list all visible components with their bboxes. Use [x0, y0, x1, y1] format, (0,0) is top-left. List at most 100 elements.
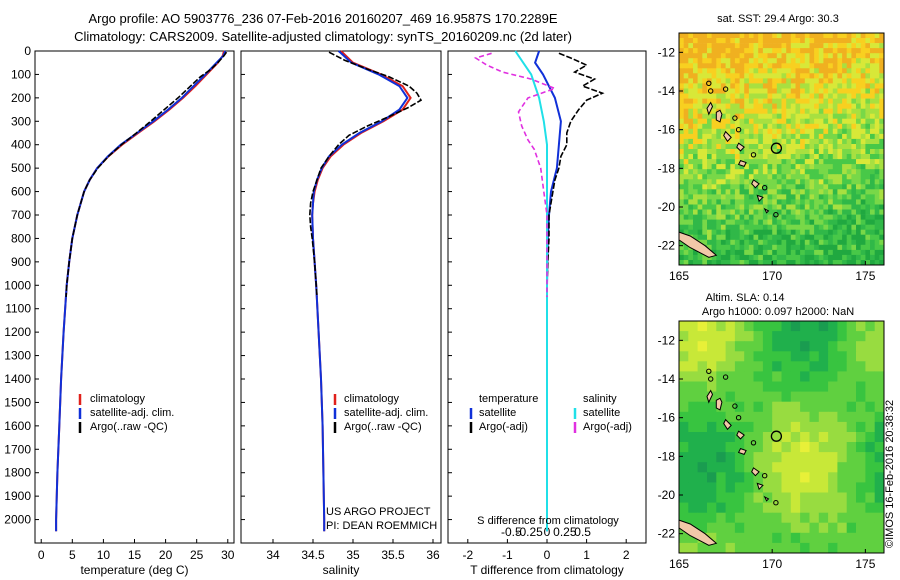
sst-map-cell	[730, 260, 736, 266]
sst-map-cell	[734, 184, 740, 190]
sst-map-cell	[800, 164, 806, 170]
sst-map-cell	[679, 43, 685, 49]
sst-map-cell	[879, 133, 885, 140]
sla-map-cell	[734, 492, 745, 503]
sla-map-cell	[744, 512, 754, 524]
sst-map-cell	[828, 194, 834, 200]
sst-map-cell	[879, 108, 885, 115]
sst-map-cell	[693, 118, 699, 125]
sla-map-cell	[716, 341, 726, 352]
sla-map-cell	[828, 432, 838, 443]
sst-map-cell	[837, 98, 843, 104]
sst-map-cell	[870, 118, 876, 125]
sst-map-cell	[772, 78, 778, 84]
sla-map-cell	[744, 391, 754, 403]
sst-map-cell	[795, 189, 801, 195]
difference-s-tick-label: 0.25	[553, 525, 577, 539]
sst-map-cell	[865, 260, 871, 266]
sst-map-cell	[823, 144, 829, 150]
sst-map-xtick-label: 165	[669, 269, 689, 283]
sst-map-cell	[851, 204, 857, 210]
difference-panel: -2 -1 0 1 2T difference from climatology-0.5…	[447, 50, 647, 577]
sst-map-cell	[814, 164, 820, 170]
sst-map-cell	[874, 33, 880, 39]
sst-map-cell	[870, 249, 876, 256]
sla-map-cell	[744, 361, 754, 372]
sst-map-cell	[702, 108, 708, 115]
sla-map-cell	[800, 331, 810, 342]
sst-map-cell	[874, 58, 880, 64]
sst-map-cell	[786, 234, 792, 241]
sst-map-cell	[679, 73, 685, 79]
sst-map-cell	[725, 38, 731, 44]
sal-legend-climatology: climatology	[344, 393, 400, 405]
sla-map-cell	[716, 522, 726, 534]
sst-map-cell	[818, 144, 824, 150]
sst-map-cell	[879, 219, 885, 225]
sla-map-cell	[818, 321, 829, 332]
sst-map-cell	[814, 219, 820, 225]
sst-map-cell	[716, 234, 722, 241]
sst-map-cell	[776, 88, 782, 94]
sst-map-cell	[720, 58, 726, 64]
sst-map-cell	[697, 128, 703, 135]
sla-map-cell	[781, 381, 792, 392]
sst-map-cell	[767, 133, 773, 140]
sla-map-cell	[874, 512, 885, 524]
sst-map-cell	[711, 169, 717, 175]
sst-map-cell	[730, 93, 736, 99]
sst-map-cell	[800, 229, 806, 236]
sst-map-cell	[744, 98, 750, 104]
sst-map-cell	[758, 184, 764, 190]
sst-map-cell	[846, 123, 852, 130]
sst-map-cell	[767, 93, 773, 99]
sst-map-cell	[688, 83, 694, 89]
sla-map-cell	[697, 442, 708, 453]
sla-map-cell	[828, 472, 838, 483]
sst-map-cell	[730, 98, 736, 104]
sst-map-cell	[720, 164, 726, 170]
sst-map-cell	[679, 249, 685, 256]
temperature-xlabel: temperature (deg C)	[80, 563, 188, 577]
sst-map-cell	[711, 224, 717, 231]
sst-map-cell	[748, 249, 754, 256]
sst-map-cell	[679, 159, 685, 165]
sla-map-cell	[790, 442, 801, 453]
sst-map-cell	[874, 133, 880, 140]
sst-map-cell	[860, 224, 866, 231]
sst-map-cell	[879, 234, 885, 241]
sst-map-cell	[795, 43, 801, 49]
sst-map-cell	[823, 214, 829, 220]
sst-map-cell	[800, 199, 806, 205]
sst-map-cell	[730, 184, 736, 190]
sst-map-cell	[851, 234, 857, 241]
sst-map-cell	[739, 53, 745, 59]
sla-map-cell	[790, 512, 801, 524]
sla-map-cell	[846, 482, 857, 493]
sst-map-cell	[716, 184, 722, 190]
sst-map-cell	[790, 108, 796, 115]
sst-map-cell	[870, 219, 876, 225]
sla-map-cell	[679, 432, 689, 443]
sst-map-cell	[786, 144, 792, 150]
sst-map-cell	[744, 169, 750, 175]
sst-map-cell	[758, 93, 764, 99]
sst-map-cell	[790, 169, 796, 175]
sst-map-cell	[837, 38, 843, 44]
sst-map-cell	[851, 184, 857, 190]
sst-map-cell	[744, 113, 750, 120]
sst-map-cell	[711, 103, 717, 109]
sst-map-cell	[842, 214, 848, 220]
sla-map-cell	[753, 522, 764, 534]
sst-map-cell	[688, 159, 694, 165]
sla-map-cell	[762, 401, 773, 413]
sst-map-cell	[707, 149, 713, 155]
sst-map-cell	[800, 58, 806, 64]
sst-map-cell	[790, 154, 796, 160]
sst-map-cell	[800, 189, 806, 195]
sst-map-cell	[800, 249, 806, 256]
sst-map-cell	[767, 209, 773, 215]
sla-map-cell	[809, 371, 820, 382]
sst-map-cell	[753, 113, 759, 120]
sst-map-cell	[693, 184, 699, 190]
